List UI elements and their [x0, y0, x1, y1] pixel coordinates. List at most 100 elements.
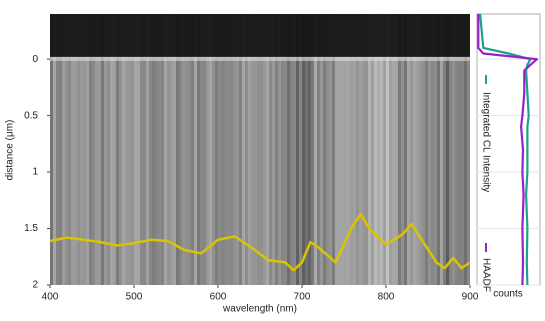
- image-stripe: [182, 14, 185, 285]
- image-stripe: [131, 14, 134, 285]
- image-stripe: [350, 14, 353, 285]
- image-stripe: [281, 14, 284, 285]
- image-stripe: [410, 14, 413, 285]
- image-stripe: [434, 14, 437, 285]
- image-stripe: [305, 14, 308, 285]
- image-stripe: [275, 14, 278, 285]
- image-stripe: [377, 14, 380, 285]
- image-stripe: [146, 14, 149, 285]
- image-stripe: [437, 14, 440, 285]
- image-stripe: [242, 14, 245, 285]
- image-stripe: [467, 14, 470, 285]
- image-stripe: [308, 14, 311, 285]
- image-stripe: [53, 14, 56, 285]
- image-stripe: [239, 14, 242, 285]
- image-stripe: [110, 14, 113, 285]
- image-stripe: [284, 14, 287, 285]
- x-tick-label: 400: [42, 292, 59, 303]
- image-stripe: [278, 14, 281, 285]
- image-stripe: [194, 14, 197, 285]
- image-stripe: [155, 14, 158, 285]
- image-stripe: [191, 14, 194, 285]
- image-stripe: [107, 14, 110, 285]
- image-stripe: [365, 14, 368, 285]
- image-stripe: [227, 14, 230, 285]
- image-stripe: [101, 14, 104, 285]
- image-stripe: [137, 14, 140, 285]
- profile-line: [479, 13, 532, 286]
- image-stripe: [50, 14, 53, 285]
- image-stripe: [65, 14, 68, 285]
- image-stripe: [200, 14, 203, 285]
- image-stripe: [368, 14, 371, 285]
- image-stripe: [212, 14, 215, 285]
- image-stripe: [98, 14, 101, 285]
- y-tick-label: 1: [32, 167, 38, 178]
- image-stripe: [329, 14, 332, 285]
- image-stripe: [248, 14, 251, 285]
- image-stripe: [176, 14, 179, 285]
- image-stripe: [62, 14, 65, 285]
- image-stripe: [257, 14, 260, 285]
- y-tick-label: 0: [32, 54, 38, 65]
- image-stripe: [254, 14, 257, 285]
- image-stripe: [122, 14, 125, 285]
- image-stripe: [89, 14, 92, 285]
- legend-label: HAADF: [480, 258, 491, 292]
- image-stripe: [92, 14, 95, 285]
- image-stripe: [95, 14, 98, 285]
- profile-line: [477, 14, 538, 286]
- x-tick-label: 500: [126, 292, 143, 303]
- profile-x-label: counts: [493, 289, 522, 300]
- image-stripe: [389, 14, 392, 285]
- image-stripe: [407, 14, 410, 285]
- image-stripe: [59, 14, 62, 285]
- image-stripe: [383, 14, 386, 285]
- image-stripe: [233, 14, 236, 285]
- image-stripe: [161, 14, 164, 285]
- image-stripe: [353, 14, 356, 285]
- x-tick-label: 600: [210, 292, 227, 303]
- image-stripe: [140, 14, 143, 285]
- image-stripe: [338, 14, 341, 285]
- image-stripe: [197, 14, 200, 285]
- image-stripe: [179, 14, 182, 285]
- image-stripe: [74, 14, 77, 285]
- image-stripe: [236, 14, 239, 285]
- image-stripe: [290, 14, 293, 285]
- image-stripe: [326, 14, 329, 285]
- image-stripe: [395, 14, 398, 285]
- image-edge: [50, 56, 470, 61]
- image-stripe: [314, 14, 317, 285]
- image-stripe: [317, 14, 320, 285]
- image-stripe: [170, 14, 173, 285]
- image-stripe: [347, 14, 350, 285]
- image-stripe: [263, 14, 266, 285]
- image-stripe: [425, 14, 428, 285]
- image-stripe: [320, 14, 323, 285]
- image-stripe: [86, 14, 89, 285]
- image-stripe: [152, 14, 155, 285]
- y-tick-label: 2: [32, 280, 38, 291]
- x-tick-label: 700: [294, 292, 311, 303]
- image-stripe: [104, 14, 107, 285]
- image-stripe: [443, 14, 446, 285]
- y-tick-label: 1.5: [24, 223, 38, 234]
- spectral-image: [50, 14, 470, 285]
- x-axis-label: wavelength (nm): [222, 304, 297, 315]
- x-tick-label: 900: [462, 292, 479, 303]
- image-stripe: [80, 14, 83, 285]
- image-stripe: [143, 14, 146, 285]
- image-stripe: [269, 14, 272, 285]
- image-stripe: [296, 14, 299, 285]
- image-stripe: [335, 14, 338, 285]
- image-stripe: [302, 14, 305, 285]
- image-stripe: [56, 14, 59, 285]
- image-stripe: [185, 14, 188, 285]
- image-stripe: [119, 14, 122, 285]
- image-stripe: [134, 14, 137, 285]
- image-stripe: [386, 14, 389, 285]
- image-stripe: [428, 14, 431, 285]
- y-axis-label: distance (μm): [5, 120, 16, 181]
